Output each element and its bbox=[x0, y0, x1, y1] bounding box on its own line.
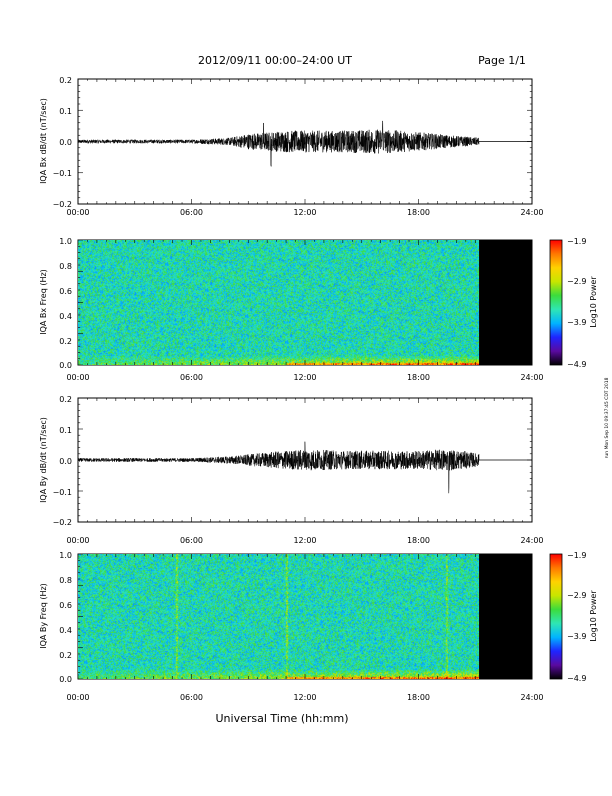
no-data-region bbox=[479, 240, 532, 365]
colorbar-tick-label: −2.9 bbox=[567, 277, 586, 286]
y-tick-label: 0.2 bbox=[59, 337, 72, 346]
dbdt-trace bbox=[77, 120, 480, 167]
panel-bx-spectrogram: 1.0 0.8 0.6 0.4 0.2 0.0 IQA Bx Freq (Hz)… bbox=[39, 237, 598, 382]
x-tick-labels: 00:00 06:00 12:00 18:00 24:00 bbox=[66, 693, 543, 702]
x-tick-label: 18:00 bbox=[407, 208, 430, 217]
x-tick-label: 06:00 bbox=[180, 693, 203, 702]
colorbar-label: Log10 Power bbox=[589, 590, 598, 642]
colorbar-tick-label: −1.9 bbox=[567, 237, 586, 246]
y-tick-label: 0.8 bbox=[59, 262, 72, 271]
y-tick-label: −0.2 bbox=[53, 200, 72, 209]
x-tick-label: 18:00 bbox=[407, 373, 430, 382]
y-tick-label: 0.1 bbox=[59, 426, 72, 435]
panel-by-dbdt: 0.2 0.1 0.0 −0.1 −0.2 IQA By dB/dt (nT/s… bbox=[39, 395, 544, 545]
tick-marks bbox=[77, 553, 533, 680]
colorbar-label: Log10 Power bbox=[589, 276, 598, 328]
x-tick-label: 06:00 bbox=[180, 536, 203, 545]
y-tick-labels: 0.2 0.1 0.0 −0.1 −0.2 bbox=[53, 395, 72, 527]
y-tick-label: 0.2 bbox=[59, 651, 72, 660]
colorbar-tick-label: −2.9 bbox=[567, 591, 586, 600]
y-tick-label: 0.4 bbox=[59, 312, 72, 321]
y-tick-label: 0.2 bbox=[59, 395, 72, 404]
y-tick-label: 0.0 bbox=[59, 138, 72, 147]
colorbar-gradient bbox=[549, 239, 563, 366]
x-tick-label: 00:00 bbox=[66, 536, 89, 545]
y-tick-label: 0.0 bbox=[59, 457, 72, 466]
x-tick-label: 24:00 bbox=[520, 373, 543, 382]
page-number: Page 1/1 bbox=[478, 54, 526, 67]
x-tick-label: 12:00 bbox=[293, 373, 316, 382]
y-tick-label: 0.6 bbox=[59, 287, 72, 296]
y-tick-label: −0.1 bbox=[53, 169, 72, 178]
x-tick-label: 12:00 bbox=[293, 693, 316, 702]
dbdt-trace bbox=[77, 441, 480, 494]
y-axis-label: IQA Bx dB/dt (nT/sec) bbox=[39, 98, 48, 184]
y-tick-label: 0.0 bbox=[59, 675, 72, 684]
x-tick-label: 24:00 bbox=[520, 208, 543, 217]
colorbar-gradient bbox=[549, 553, 563, 680]
y-axis-label: IQA By Freq (Hz) bbox=[39, 583, 48, 649]
x-tick-labels: 00:00 06:00 12:00 18:00 24:00 bbox=[66, 373, 543, 382]
x-tick-label: 24:00 bbox=[520, 693, 543, 702]
run-timestamp: run Mon Sep 10 09:37:45 CDT 2018 bbox=[604, 377, 610, 458]
y-tick-label: 0.1 bbox=[59, 107, 72, 116]
y-tick-label: 1.0 bbox=[59, 551, 72, 560]
colorbar-tick-label: −3.9 bbox=[567, 318, 586, 327]
x-tick-label: 12:00 bbox=[293, 208, 316, 217]
x-tick-label: 06:00 bbox=[180, 208, 203, 217]
x-tick-label: 18:00 bbox=[407, 693, 430, 702]
x-tick-label: 12:00 bbox=[293, 536, 316, 545]
x-tick-label: 00:00 bbox=[66, 373, 89, 382]
x-tick-labels: 00:00 06:00 12:00 18:00 24:00 bbox=[66, 208, 543, 217]
y-axis-label: IQA Bx Freq (Hz) bbox=[39, 269, 48, 335]
panel-by-spectrogram: 1.0 0.8 0.6 0.4 0.2 0.0 IQA By Freq (Hz)… bbox=[39, 551, 598, 702]
x-tick-label: 00:00 bbox=[66, 693, 89, 702]
y-tick-label: 0.6 bbox=[59, 601, 72, 610]
y-tick-label: −0.2 bbox=[53, 518, 72, 527]
figure-title: 2012/09/11 00:00–24:00 UT bbox=[198, 54, 352, 67]
y-tick-labels: 0.2 0.1 0.0 −0.1 −0.2 bbox=[53, 76, 72, 209]
x-axis-title: Universal Time (hh:mm) bbox=[216, 712, 349, 725]
y-tick-label: 0.2 bbox=[59, 76, 72, 85]
colorbar: −1.9 −2.9 −3.9 −4.9 Log10 Power bbox=[549, 237, 598, 369]
tick-marks bbox=[77, 239, 533, 366]
y-tick-label: 0.0 bbox=[59, 361, 72, 370]
y-tick-label: −0.1 bbox=[53, 488, 72, 497]
colorbar-tick-label: −3.9 bbox=[567, 632, 586, 641]
x-tick-label: 00:00 bbox=[66, 208, 89, 217]
y-tick-label: 1.0 bbox=[59, 237, 72, 246]
x-tick-label: 24:00 bbox=[520, 536, 543, 545]
colorbar-tick-label: −4.9 bbox=[567, 360, 586, 369]
colorbar-tick-label: −1.9 bbox=[567, 551, 586, 560]
y-tick-labels: 1.0 0.8 0.6 0.4 0.2 0.0 bbox=[59, 551, 72, 684]
y-tick-label: 0.8 bbox=[59, 576, 72, 585]
x-tick-label: 18:00 bbox=[407, 536, 430, 545]
colorbar: −1.9 −2.9 −3.9 −4.9 Log10 Power bbox=[549, 551, 598, 683]
panel-bx-dbdt: 0.2 0.1 0.0 −0.1 −0.2 IQA Bx dB/dt (nT/s… bbox=[39, 76, 544, 217]
y-tick-labels: 1.0 0.8 0.6 0.4 0.2 0.0 bbox=[59, 237, 72, 370]
spectrogram-image bbox=[78, 554, 479, 679]
y-axis-label: IQA By dB/dt (nT/sec) bbox=[39, 417, 48, 503]
y-tick-label: 0.4 bbox=[59, 626, 72, 635]
spectrogram-image bbox=[78, 240, 479, 365]
x-tick-labels: 00:00 06:00 12:00 18:00 24:00 bbox=[66, 536, 543, 545]
colorbar-tick-label: −4.9 bbox=[567, 674, 586, 683]
x-tick-label: 06:00 bbox=[180, 373, 203, 382]
no-data-region bbox=[479, 554, 532, 679]
